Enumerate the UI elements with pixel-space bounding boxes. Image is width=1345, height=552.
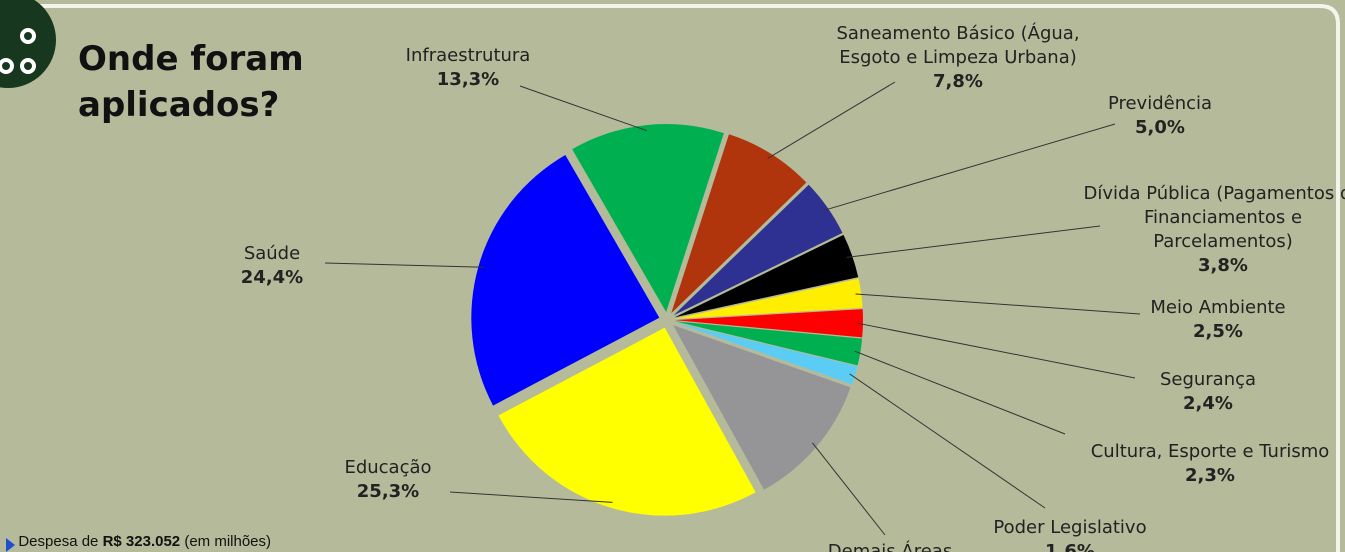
pie [471, 124, 863, 516]
category-label: Educação [344, 457, 432, 478]
value-label: 25,3% [356, 481, 420, 502]
slice-label: Segurança 2,4% [1138, 368, 1278, 416]
value-label: 3,8% [1198, 255, 1248, 276]
slice-label: Infraestrutura 13,3% [388, 44, 548, 92]
category-label: Saúde [243, 243, 301, 264]
frame-border [20, 4, 1340, 552]
category-label: Meio Ambiente [1150, 297, 1286, 318]
value-label: 7,8% [933, 71, 983, 92]
slice-label: Poder Legislativo 1,6% [970, 516, 1170, 552]
value-label: 2,5% [1193, 321, 1243, 342]
pie-slice [498, 327, 756, 516]
leader-line [855, 293, 1141, 315]
slice-label: Meio Ambiente 2,5% [1138, 296, 1298, 344]
value-label: 13,3% [436, 69, 500, 90]
value-label: 2,3% [1185, 465, 1235, 486]
leader-line [519, 85, 648, 132]
leader-line [849, 373, 1046, 509]
footer-arrow [6, 538, 15, 552]
value-label: 2,4% [1183, 393, 1233, 414]
pie-slice [674, 309, 863, 338]
slice-label: Previdência 5,0% [1090, 92, 1230, 140]
leader-line [822, 123, 1116, 212]
slice-label: Cultura, Esporte e Turismo 2,3% [1060, 440, 1345, 488]
slice-label: Saúde 24,4% [212, 242, 332, 290]
category-label: Saneamento Básico (Água, Esgoto e Limpez… [836, 23, 1080, 68]
slice-label: Saneamento Básico (Água, Esgoto e Limpez… [818, 22, 1098, 94]
footer-suffix: (em milhões) [184, 533, 272, 550]
leader-line [449, 491, 613, 503]
category-label: Infraestrutura [405, 45, 531, 66]
leader-line [324, 262, 485, 268]
leader-line [854, 350, 1066, 435]
value-label: 5,0% [1135, 117, 1185, 138]
pie-slice [471, 154, 660, 406]
pie-slice [673, 325, 851, 490]
slice-label: Educação 25,3% [328, 456, 448, 504]
leader-line [846, 225, 1101, 258]
category-label: Previdência [1107, 93, 1213, 114]
pie-slice [674, 321, 863, 366]
category-label: Segurança [1159, 369, 1257, 390]
value-label: 1,6% [1045, 541, 1095, 552]
category-label: Demais Áreas [827, 541, 953, 552]
slice-label: Demais Áreas [810, 540, 970, 552]
leader-line [812, 442, 886, 536]
leader-line [767, 81, 896, 159]
footer-amount: R$ 323.052 [102, 533, 181, 550]
chart-title: Onde foram aplicados? [78, 39, 304, 125]
footer-prefix: Despesa de [18, 533, 99, 550]
value-label: 24,4% [240, 267, 304, 288]
pie-slice [673, 184, 843, 316]
pie-slice [572, 124, 724, 313]
footer: Despesa de R$ 323.052 (em milhões) [10, 533, 271, 550]
category-label: Poder Legislativo [993, 517, 1147, 538]
slice-label: Dívida Pública (Pagamentos de Financiame… [1078, 182, 1345, 278]
pie-slice [674, 278, 863, 319]
category-label: Dívida Pública (Pagamentos de Financiame… [1083, 183, 1345, 252]
leader-line [857, 322, 1136, 379]
leaders [324, 81, 1141, 536]
category-label: Cultura, Esporte e Turismo [1090, 441, 1330, 462]
pie-slice [671, 134, 807, 314]
pie-slice [674, 322, 858, 385]
pie-slice [674, 234, 859, 318]
icon [0, 28, 36, 74]
